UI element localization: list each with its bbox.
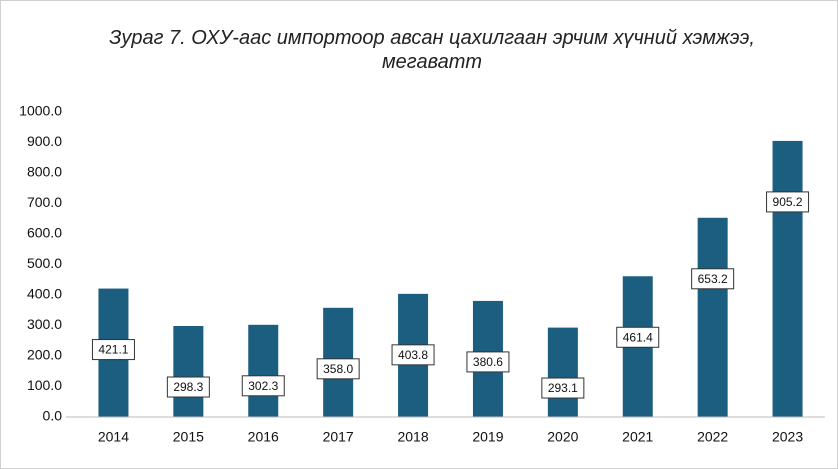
x-tick-label: 2019 <box>472 429 503 445</box>
x-tick-label: 2015 <box>173 429 204 445</box>
value-label: 293.1 <box>548 381 578 395</box>
y-tick-label: 700.0 <box>27 194 62 210</box>
y-tick-label: 800.0 <box>27 164 62 180</box>
value-label: 403.8 <box>398 348 428 362</box>
y-tick-label: 900.0 <box>27 133 62 149</box>
x-tick-label: 2023 <box>772 429 803 445</box>
y-tick-label: 600.0 <box>27 225 62 241</box>
y-tick-label: 500.0 <box>27 255 62 271</box>
value-label-box <box>541 377 585 399</box>
value-label-box <box>466 351 510 373</box>
y-tick-label: 100.0 <box>27 377 62 393</box>
y-tick-label: 300.0 <box>27 316 62 332</box>
value-label: 302.3 <box>248 379 278 393</box>
x-tick-label: 2014 <box>98 429 129 445</box>
value-label-box <box>241 375 285 397</box>
x-tick-label: 2022 <box>697 429 728 445</box>
value-label-box <box>616 326 660 348</box>
bar <box>547 327 578 417</box>
value-label-box <box>691 268 735 290</box>
y-tick-label: 1000.0 <box>19 103 62 119</box>
value-label-box <box>391 344 435 366</box>
bar <box>173 326 204 417</box>
value-label: 905.2 <box>773 195 803 209</box>
value-label: 461.4 <box>623 330 653 344</box>
x-tick-label: 2018 <box>397 429 428 445</box>
value-label: 358.0 <box>323 362 353 376</box>
value-label: 421.1 <box>98 343 128 357</box>
bar <box>248 324 279 417</box>
chart-title: Зураг 7. ОХУ-аас импортоор авсан цахилга… <box>109 27 755 73</box>
value-label: 653.2 <box>698 272 728 286</box>
bar <box>772 140 803 417</box>
value-label-box <box>316 358 360 380</box>
x-tick-label: 2016 <box>248 429 279 445</box>
value-label-box <box>766 191 810 213</box>
value-label: 380.6 <box>473 355 503 369</box>
x-tick-label: 2017 <box>323 429 354 445</box>
y-tick-label: 400.0 <box>27 286 62 302</box>
value-label-box <box>91 339 135 361</box>
x-tick-label: 2021 <box>622 429 653 445</box>
value-label: 298.3 <box>173 380 203 394</box>
bar <box>697 217 728 417</box>
y-tick-label: 0.0 <box>43 408 63 424</box>
x-tick-label: 2020 <box>547 429 578 445</box>
value-label-box <box>166 376 210 398</box>
y-tick-label: 200.0 <box>27 347 62 363</box>
